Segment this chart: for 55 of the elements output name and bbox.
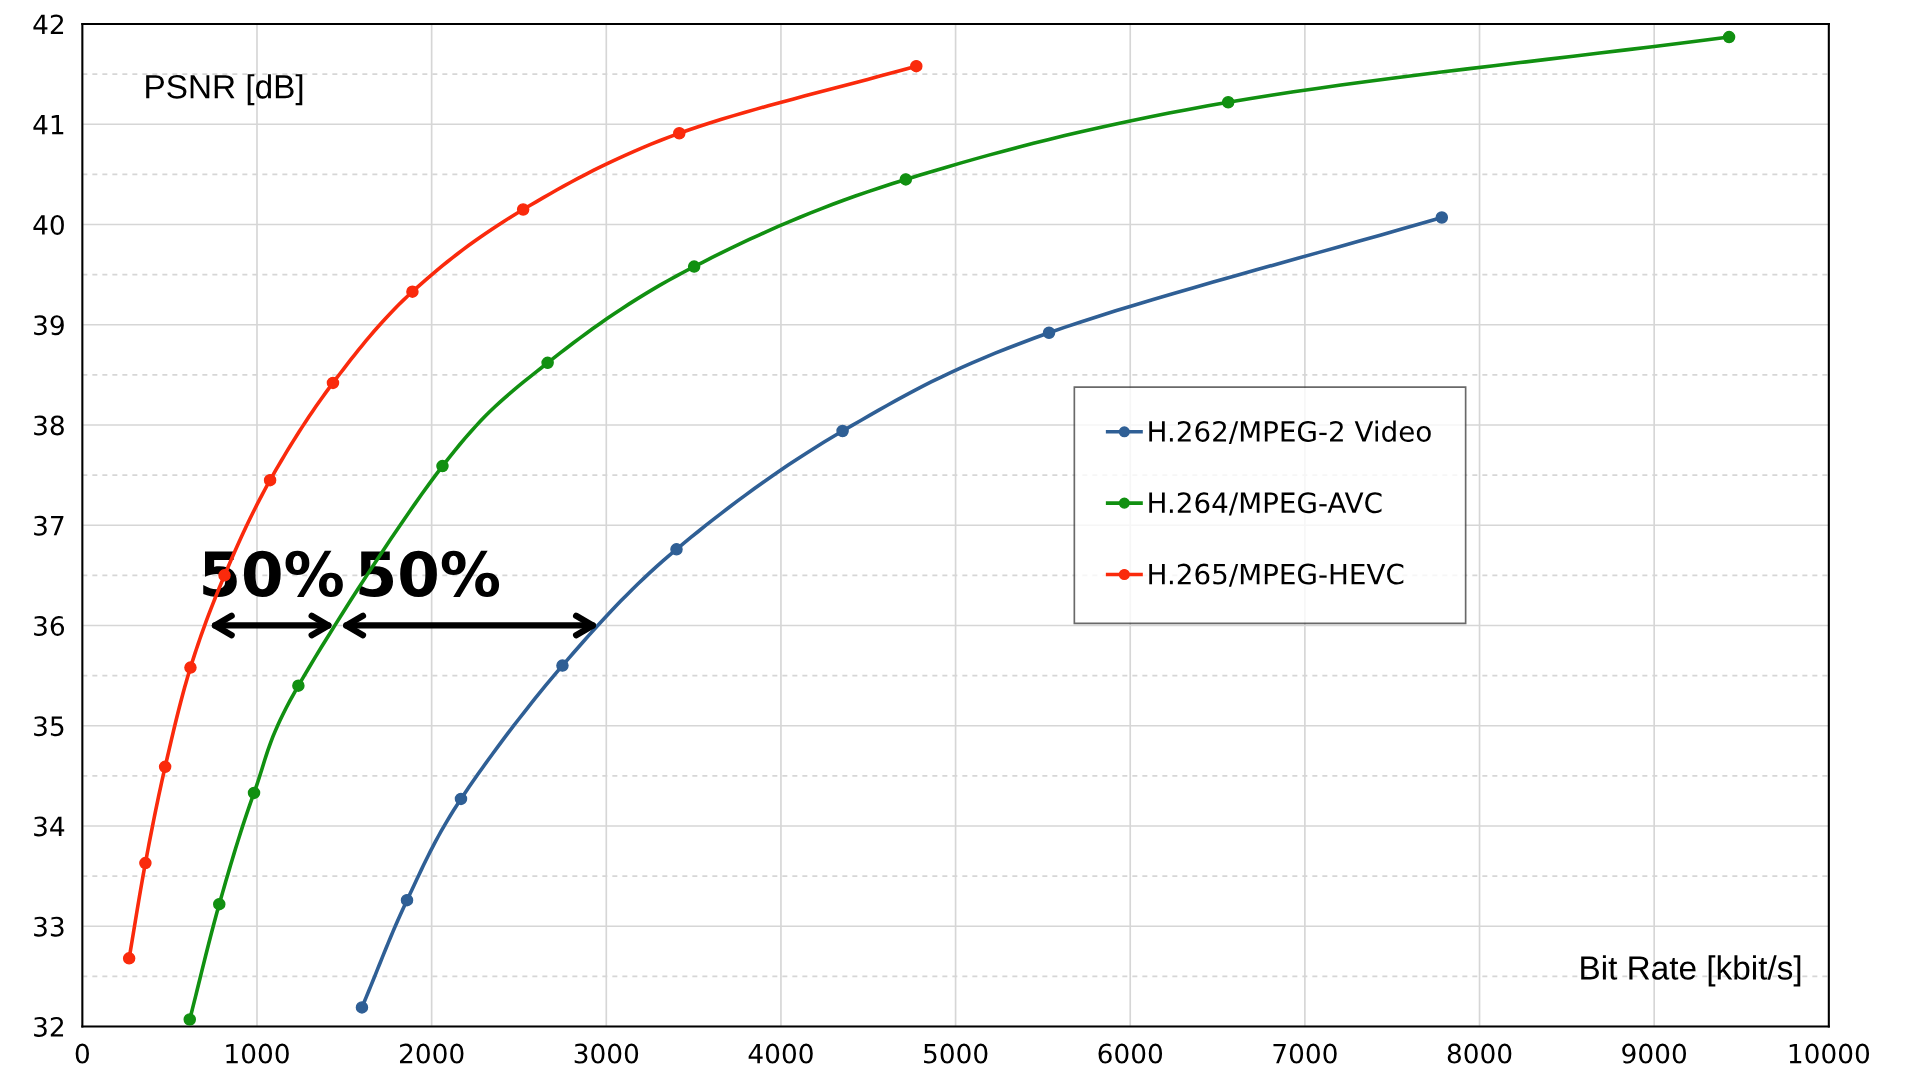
point bbox=[183, 1013, 197, 1026]
y-tick-label: 41 bbox=[33, 115, 64, 135]
point bbox=[436, 459, 449, 473]
legend-label: H.262/MPEG-2 Video bbox=[1149, 420, 1431, 445]
point bbox=[184, 661, 197, 674]
point bbox=[670, 543, 683, 556]
x-tick-label: 0 bbox=[75, 1043, 89, 1064]
y-tick-label: 33 bbox=[34, 916, 64, 937]
point bbox=[139, 856, 152, 870]
x-axis-title: Bit Rate [kbit/s] bbox=[1581, 955, 1801, 987]
y-tick-label: 36 bbox=[34, 615, 65, 636]
legend-label: H.264/MPEG-AVC bbox=[1149, 492, 1382, 516]
point bbox=[247, 786, 261, 800]
point bbox=[541, 356, 554, 370]
y-tick-label: 38 bbox=[34, 415, 64, 436]
point bbox=[516, 203, 530, 216]
point bbox=[910, 59, 923, 73]
y-tick-label: 40 bbox=[33, 214, 64, 235]
y-axis-title: PSNR [dB] bbox=[146, 74, 303, 106]
point bbox=[687, 260, 701, 273]
y-tick-label: 35 bbox=[34, 716, 64, 737]
x-tick-label: 7000 bbox=[1273, 1043, 1337, 1064]
point bbox=[454, 792, 468, 806]
point bbox=[213, 897, 226, 911]
point bbox=[122, 952, 136, 965]
point bbox=[673, 127, 686, 140]
x-tick-label: 4000 bbox=[748, 1043, 813, 1064]
point bbox=[899, 173, 913, 186]
point bbox=[556, 659, 569, 672]
point bbox=[406, 285, 419, 298]
point bbox=[158, 760, 172, 774]
y-tick-label: 42 bbox=[33, 14, 64, 35]
y-tick-label: 32 bbox=[34, 1016, 64, 1037]
point bbox=[263, 473, 277, 487]
point bbox=[836, 424, 849, 438]
point bbox=[326, 376, 340, 390]
y-tick-label: 37 bbox=[34, 515, 64, 536]
point bbox=[292, 679, 305, 692]
y-tick-label: 39 bbox=[34, 315, 64, 336]
point bbox=[1221, 95, 1235, 109]
point bbox=[1042, 326, 1056, 340]
y-tick-label: 34 bbox=[34, 816, 65, 837]
x-tick-label: 6000 bbox=[1098, 1043, 1163, 1064]
x-tick-label: 9000 bbox=[1622, 1043, 1686, 1064]
point bbox=[400, 893, 414, 907]
x-tick-label: 8000 bbox=[1447, 1043, 1512, 1064]
legend-label: H.265/MPEG-HEVC bbox=[1149, 563, 1404, 587]
x-tick-label: 5000 bbox=[924, 1043, 988, 1064]
x-tick-label: 2000 bbox=[399, 1043, 464, 1064]
point bbox=[355, 1001, 369, 1014]
x-tick-label: 3000 bbox=[574, 1043, 639, 1064]
x-tick-label: 1000 bbox=[226, 1043, 289, 1064]
point bbox=[1722, 30, 1736, 44]
point bbox=[1435, 211, 1449, 224]
x-tick-label: 10000 bbox=[1789, 1043, 1870, 1064]
